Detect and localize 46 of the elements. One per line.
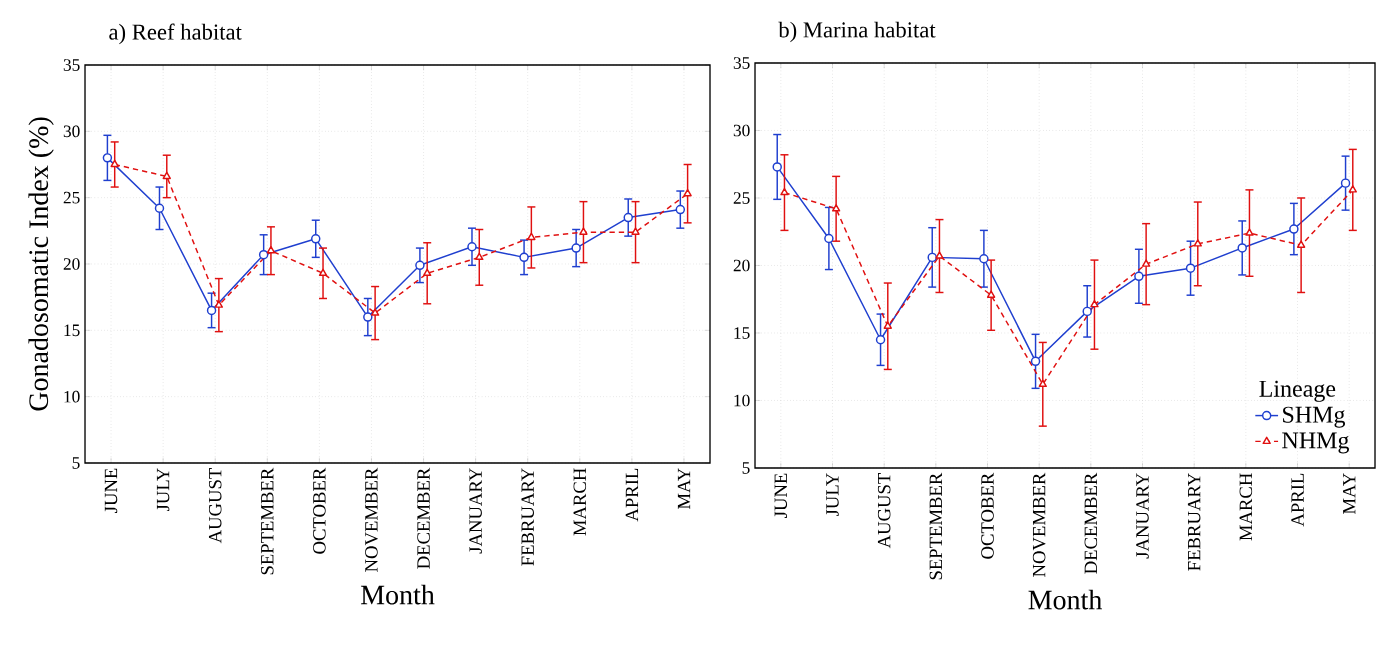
x-tick-label: AUGUST: [877, 473, 891, 549]
y-tick-label: 20: [733, 259, 750, 272]
y-tick-label: 30: [63, 125, 80, 138]
x-tick-label: MAY: [1343, 473, 1356, 514]
y-tick-label: 25: [63, 191, 80, 204]
y-tick-label: 30: [733, 124, 750, 137]
x-tick-label: AUGUST: [208, 468, 222, 544]
y-axis-title: Gonadosomatic Index (%): [28, 117, 54, 411]
y-tick-label: 5: [742, 462, 750, 474]
x-axis-title: Month: [1028, 589, 1102, 610]
y-tick-label: 20: [63, 258, 80, 270]
x-tick-label: NOVEMBER: [1032, 472, 1046, 577]
y-tick-label: 10: [64, 390, 80, 403]
x-tick-label: NOVEMBER: [365, 467, 378, 572]
x-tick-label: OCTOBER: [981, 472, 994, 559]
y-tick-label: 35: [63, 59, 80, 71]
x-tick-label: FEBRUARY: [521, 468, 534, 566]
x-tick-label: JUNE: [104, 468, 118, 513]
x-tick-label: MAY: [677, 468, 691, 509]
y-tick-label: 35: [733, 57, 750, 69]
x-tick-label: DECEMBER: [1084, 472, 1098, 574]
x-tick-label: FEBRUARY: [1187, 473, 1201, 571]
y-tick-label: 10: [734, 394, 750, 407]
x-tick-label: JUNE: [774, 473, 788, 518]
y-tick-label: 25: [733, 192, 750, 204]
x-tick-label: JULY: [826, 473, 839, 517]
y-tick-label: 15: [64, 324, 80, 337]
y-tick-label: 5: [72, 457, 80, 469]
x-axis-title: Month: [360, 584, 435, 605]
legend-label: SHMg: [1283, 406, 1346, 428]
x-tick-label: JANUARY: [469, 468, 482, 554]
x-tick-label: MARCH: [573, 468, 587, 536]
x-tick-label: SEPTEMBER: [261, 467, 274, 575]
chart-title: a) Reef habitat: [109, 23, 242, 45]
x-tick-label: JULY: [156, 468, 170, 512]
x-tick-label: DECEMBER: [417, 467, 430, 569]
chart-title: b) Marina habitat: [778, 21, 936, 43]
legend-label: NHMg: [1282, 432, 1349, 454]
x-tick-label: OCTOBER: [313, 467, 326, 554]
x-tick-label: JANUARY: [1136, 473, 1149, 559]
x-tick-label: MARCH: [1239, 473, 1253, 541]
x-tick-label: APRIL: [1291, 473, 1304, 527]
x-tick-label: APRIL: [625, 468, 639, 522]
y-tick-label: 15: [734, 327, 750, 339]
x-tick-label: SEPTEMBER: [929, 472, 943, 580]
legend-title: Lineage: [1259, 380, 1336, 402]
